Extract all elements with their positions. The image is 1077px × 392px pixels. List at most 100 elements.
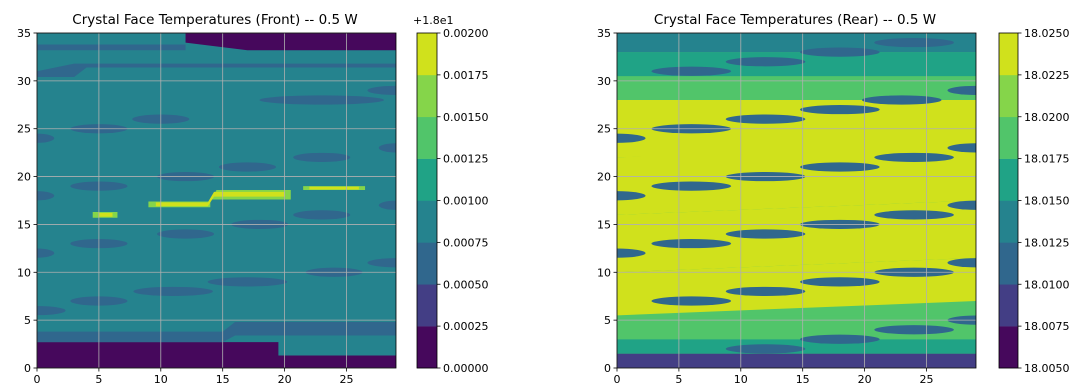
x-tick-label: 25	[339, 373, 353, 386]
chart-title: Crystal Face Temperatures (Rear) -- 0.5 …	[654, 12, 936, 28]
contour-spot	[947, 200, 976, 210]
front-temperature-chart: Crystal Face Temperatures (Front) -- 0.5…	[17, 12, 489, 386]
contour-region	[37, 342, 396, 368]
contour-spot	[367, 258, 396, 268]
contour-spot	[37, 133, 55, 143]
x-tick-label: 15	[796, 373, 810, 386]
colorbar-segment	[999, 326, 1018, 369]
contour-spot	[725, 114, 806, 124]
contour-region	[37, 44, 186, 51]
y-tick-label: 20	[17, 171, 31, 184]
y-tick-label: 25	[17, 123, 31, 136]
contour-spot	[874, 152, 954, 163]
contour-spot	[725, 286, 806, 297]
contour-area	[37, 33, 396, 368]
contour-spot	[133, 286, 213, 297]
y-tick-label: 25	[597, 123, 611, 136]
contour-spot	[651, 296, 732, 306]
colorbar-segment	[999, 200, 1018, 243]
chart-title: Crystal Face Temperatures (Front) -- 0.5…	[72, 12, 357, 28]
colorbar-segment	[417, 326, 437, 369]
contour-band	[617, 315, 976, 340]
contour-background	[37, 33, 396, 368]
y-tick-label: 35	[17, 27, 31, 40]
colorbar: 0.00000 0.00025 0.00050 0.00075 0.00100 0.001…	[416, 27, 489, 375]
y-tick-label: 0	[24, 362, 31, 375]
contour-spot	[259, 95, 384, 105]
colorbar-tick-label: 18.0250	[1024, 27, 1070, 40]
colorbar-tick-label: 0.00150	[443, 111, 489, 124]
contour-spot	[725, 344, 806, 354]
colorbar-tick-label: 0.00000	[443, 362, 489, 375]
contour-spot	[617, 133, 646, 143]
x-tick-label: 0	[34, 373, 41, 386]
contour-spot	[207, 277, 288, 287]
x-tick-label: 0	[614, 373, 621, 386]
contour-region	[98, 212, 113, 217]
contour-spot	[378, 143, 396, 153]
x-tick-label: 20	[858, 373, 872, 386]
x-tick-label: 5	[675, 373, 682, 386]
colorbar-segment	[417, 74, 437, 118]
contour-region	[309, 186, 359, 190]
y-tick-label: 30	[17, 75, 31, 88]
contour-region	[37, 322, 396, 343]
colorbar-tick-label: 18.0175	[1024, 153, 1070, 166]
y-tick-label: 10	[17, 266, 31, 279]
colorbar-tick-label: 18.0125	[1024, 236, 1070, 249]
colorbar-segment	[999, 33, 1018, 76]
contour-spot	[800, 334, 880, 344]
contour-region	[37, 63, 396, 78]
contour-spot	[617, 248, 646, 258]
colorbar-segment	[999, 158, 1018, 201]
colorbar-segment	[999, 74, 1018, 118]
y-tick-label: 10	[597, 266, 611, 279]
colorbar-segment	[417, 284, 437, 327]
contour-spot	[651, 181, 732, 191]
colorbar-tick-label: 0.00200	[443, 27, 489, 40]
contour-spot	[37, 191, 55, 201]
contour-spot	[947, 258, 976, 268]
contour-region	[185, 33, 396, 51]
colorbar-tick-label: 18.0150	[1024, 195, 1070, 208]
axes-frame	[616, 32, 977, 369]
contour-spot	[617, 191, 646, 201]
axes-frame	[36, 32, 397, 369]
contour-spot	[874, 325, 954, 335]
colorbar-tick-label: 0.00075	[443, 236, 489, 249]
x-tick-label: 10	[734, 373, 748, 386]
colorbar-tick-label: 18.0100	[1024, 278, 1070, 291]
colorbar-tick-label: 0.00125	[443, 153, 489, 166]
contour-spot	[378, 200, 396, 210]
x-tick-label: 5	[95, 373, 102, 386]
rear-temperature-chart: Crystal Face Temperatures (Rear) -- 0.5 …	[597, 12, 1070, 386]
contour-spot	[947, 143, 976, 153]
contour-spot	[293, 152, 351, 163]
colorbar-tick-label: 18.0225	[1024, 69, 1070, 82]
contour-band	[617, 353, 976, 368]
y-tick-label: 20	[597, 171, 611, 184]
y-tick-label: 35	[597, 27, 611, 40]
contour-spot	[37, 305, 66, 316]
colorbar-segment	[417, 242, 437, 285]
contour-spot	[218, 162, 276, 172]
y-tick-label: 30	[597, 75, 611, 88]
contour-area	[617, 33, 976, 368]
contour-spot	[37, 248, 55, 258]
colorbar-segment	[417, 158, 437, 201]
contour-spot	[157, 229, 215, 239]
contour-spot	[800, 104, 880, 115]
colorbar-tick-label: 0.00175	[443, 69, 489, 82]
x-tick-label: 20	[278, 373, 292, 386]
x-tick-label: 10	[154, 373, 168, 386]
y-tick-label: 15	[17, 218, 31, 231]
colorbar-tick-label: 0.00025	[443, 320, 489, 333]
contour-spot	[800, 277, 880, 287]
x-tick-label: 15	[216, 373, 230, 386]
colorbar-segment	[999, 284, 1018, 327]
contour-spot	[874, 210, 954, 220]
y-tick-label: 5	[604, 314, 611, 327]
contour-spot	[725, 57, 806, 67]
contour-band	[617, 90, 976, 158]
contour-spot	[367, 85, 396, 96]
